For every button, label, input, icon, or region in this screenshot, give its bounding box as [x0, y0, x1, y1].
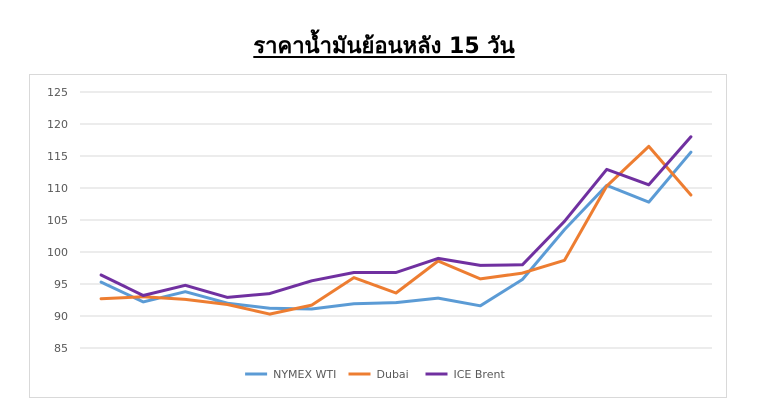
- y-tick-label: 100: [47, 246, 68, 259]
- series-line-3: [99, 135, 693, 299]
- series-line-1: [99, 150, 693, 311]
- y-tick-label: 95: [54, 278, 68, 291]
- chart-title: ราคาน้ำมันย้อนหลัง 15 วัน: [253, 34, 515, 59]
- y-tick-label: 105: [47, 214, 68, 227]
- legend-label: Dubai: [377, 368, 409, 381]
- legend-label: NYMEX WTI: [273, 368, 336, 381]
- y-tick-label: 85: [54, 342, 68, 355]
- legend: NYMEX WTI Dubai ICE Brent: [245, 368, 505, 381]
- line-chart: 85 90 95 100 105 110 115 120 125 NYMEX WTI Dubai I…: [47, 86, 712, 381]
- chart-frame: 85 90 95 100 105 110 115 120 125 NYMEX WTI Dubai I…: [29, 74, 727, 398]
- legend-label: ICE Brent: [454, 368, 506, 381]
- series-line-2: [99, 144, 693, 316]
- y-tick-label: 115: [47, 150, 68, 163]
- y-tick-label: 110: [47, 182, 68, 195]
- y-tick-label: 125: [47, 86, 68, 99]
- y-tick-label: 90: [54, 310, 68, 323]
- y-axis-ticks: 85 90 95 100 105 110 115 120 125: [47, 86, 68, 355]
- y-tick-label: 120: [47, 118, 68, 131]
- series-lines: [99, 135, 693, 316]
- gridlines: [80, 91, 712, 349]
